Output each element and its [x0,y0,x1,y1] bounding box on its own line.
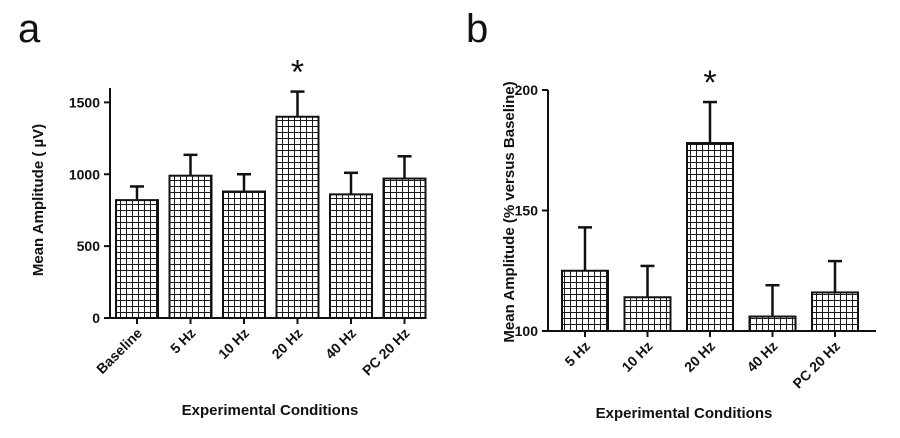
panel-b-y-tick-label-0: 100 [515,323,539,339]
panel-a-x-axis-title: Experimental Conditions [182,402,359,419]
panel-b-x-tick-label-0: 5 Hz [561,338,593,370]
panel-b-chart: b * 5 Hz 10 Hz 20 Hz 40 Hz PC 20 Hz 100 150 200… [466,7,876,422]
panel-a-bar-5 [382,177,427,319]
panel-b-y-axis-title: Mean Amplitude (% versus Baseline) [501,81,518,342]
panel-a-y-tick-label-2: 1000 [69,166,100,182]
panel-b-y-tick-label-2: 200 [515,82,539,98]
panel-a-bar-1 [168,174,213,319]
panel-a-y-tick-label-3: 1500 [69,94,100,110]
panel-a-x-tick-label-3: 20 Hz [268,325,305,362]
panel-a-chart: a * Baseline 5 Hz 10 Hz 20 Hz 40 Hz PC 20 Hz 0… [18,7,427,419]
panel-b-bar-3 [748,315,797,333]
panel-a-bars: * [115,54,427,319]
panel-b-x-tick-label-1: 10 Hz [618,338,655,375]
panel-a-significance-star: * [291,54,304,92]
panel-b-x-tick-label-2: 20 Hz [681,338,718,375]
panel-a-bar-2 [222,190,266,319]
panel-a-x-tick-label-2: 10 Hz [215,325,252,362]
panel-b-y-tick-label-1: 150 [515,203,539,219]
panel-b-bar-0 [561,269,609,332]
panel-b-bar-2 [686,142,734,332]
panel-b-x-tick-label-4: PC 20 Hz [789,338,843,392]
panel-b-letter: b [466,7,488,51]
panel-a-x-tick-label-4: 40 Hz [322,325,359,362]
panel-a-x-tick-label-1: 5 Hz [167,325,199,357]
panel-a-x-tick-label-5: PC 20 Hz [359,325,413,379]
panel-a-y-tick-label-1: 500 [77,238,101,254]
panel-b-x-tick-label-3: 40 Hz [743,338,780,375]
panel-b-x-axis-title: Experimental Conditions [596,405,773,422]
panel-a-y-axis-title: Mean Amplitude ( µV) [30,124,47,276]
panel-b-bar-4 [811,291,859,333]
panel-a-bar-4 [329,193,373,319]
panel-b-bar-1 [623,296,672,333]
panel-a-x-tick-label-0: Baseline [93,325,145,377]
panel-b-bars: * [561,64,859,333]
panel-a-bar-3 [275,115,320,319]
panel-a-letter: a [18,7,41,51]
panel-b-significance-star: * [703,64,716,102]
panel-a-bar-0 [115,199,159,319]
panel-a-y-tick-label-0: 0 [92,310,100,326]
